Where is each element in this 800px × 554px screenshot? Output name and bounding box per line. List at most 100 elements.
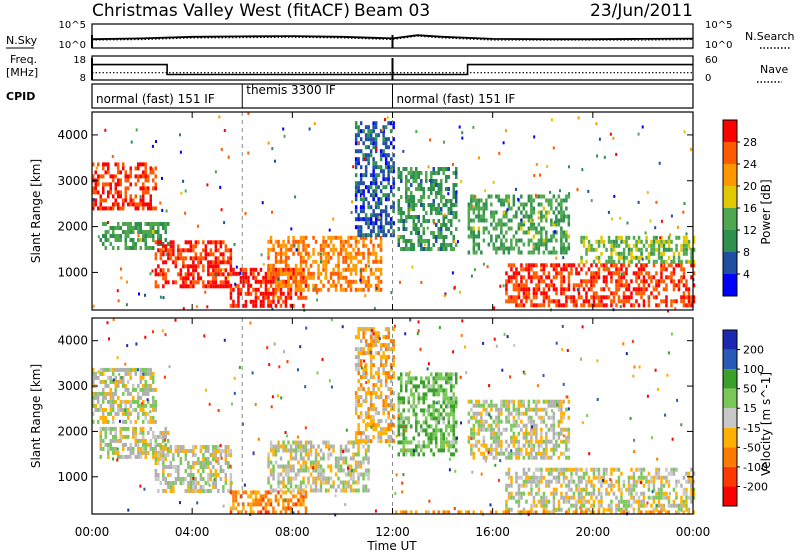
heatmap-cell [450,203,453,207]
heatmap-cell [162,434,165,439]
heatmap-cell [112,403,115,408]
heatmap-cell [374,221,378,226]
heatmap-cell [600,475,603,480]
heatmap-cell [505,419,508,424]
heatmap-cell [134,434,137,439]
heatmap-cell [422,239,425,243]
heatmap-cell [507,467,511,472]
heatmap-cell [294,283,298,288]
heatmap-cell [357,423,360,428]
heatmap-cell [445,243,448,247]
heatmap-cell [302,243,305,248]
heatmap-cell [637,271,641,276]
heatmap-cell [637,495,641,500]
heatmap-cell [397,239,400,243]
heatmap-cell [377,371,380,376]
heatmap-cell [537,275,541,280]
heatmap-cell [139,230,142,234]
heatmap-cell [620,491,623,496]
heatmap-cell [445,199,448,203]
heatmap-scatter [206,183,209,187]
heatmap-scatter [596,154,599,158]
heatmap-cell [400,247,403,251]
heatmap-cell [294,448,298,453]
heatmap-cell [622,271,626,276]
heatmap-cell [364,488,368,493]
heatmap-cell [475,431,478,436]
heatmap-cell [402,428,405,433]
heatmap-cell [612,271,616,276]
heatmap-cell [282,498,285,503]
heatmap-cell [487,427,491,432]
heatmap-cell [167,449,170,453]
heatmap-cell [367,275,370,280]
heatmap-cell [307,452,310,457]
heatmap-cell [127,379,130,384]
heatmap-cell [482,202,486,207]
heatmap-cell [550,202,553,207]
heatmap-cell [605,283,608,288]
heatmap-cell [124,242,127,246]
heatmap-cell [572,491,576,496]
heatmap-cell [577,295,581,300]
heatmap-scatter [309,255,312,259]
heatmap-cell [527,242,531,247]
heatmap-cell [214,449,218,453]
heatmap-cell [397,400,400,405]
heatmap-cell [552,299,556,304]
heatmap-cell [134,399,137,404]
heatmap-cell [157,477,160,481]
heatmap-cell [114,367,117,372]
heatmap-cell [372,173,375,178]
heatmap-cell [167,453,170,457]
heatmap-cell [322,476,325,481]
heatmap-cell [680,275,683,280]
heatmap-cell [134,242,137,246]
heatmap-cell [550,399,553,404]
heatmap-cell [362,347,365,352]
heatmap-cell [299,456,303,461]
heatmap-cell [445,380,448,385]
heatmap-cell [420,179,423,183]
heatmap-cell [187,449,190,453]
heatmap-cell [354,480,358,485]
heatmap-cell [367,129,370,134]
heatmap-cell [109,391,112,396]
heatmap-cell [647,283,651,288]
heatmap-cell [542,499,546,504]
heatmap-cell [422,187,425,191]
heatmap-cell [630,487,633,492]
heatmap-cell [492,403,496,408]
heatmap-cell [400,380,403,385]
heatmap-cell [187,272,190,277]
heatmap-cell [354,121,358,126]
heatmap-cell [532,447,536,452]
heatmap-cell [410,231,413,235]
heatmap-cell [314,476,318,481]
heatmap-cell [597,475,601,480]
heatmap-cell [224,276,228,281]
heatmap-cell [319,476,323,481]
heatmap-cell [299,502,303,507]
heatmap-cell [597,259,601,264]
heatmap-cell [435,408,438,413]
heatmap-cell [475,411,478,416]
heatmap-scatter [316,298,319,302]
heatmap-cell [257,287,260,292]
heatmap-cell [289,448,293,453]
heatmap-cell [304,259,308,264]
heatmap-cell [122,391,125,396]
heatmap-cell [369,399,373,404]
heatmap-cell [302,464,305,469]
heatmap-cell [615,507,618,512]
heatmap-cell [440,444,443,449]
heatmap-cell [182,481,185,485]
heatmap-cell [147,419,150,424]
heatmap-cell [505,279,508,284]
heatmap-cell [495,222,498,227]
heatmap-cell [582,503,586,508]
heatmap-cell [635,287,638,292]
heatmap-cell [137,399,140,404]
heatmap-cell [677,251,681,256]
heatmap-cell [344,255,348,260]
